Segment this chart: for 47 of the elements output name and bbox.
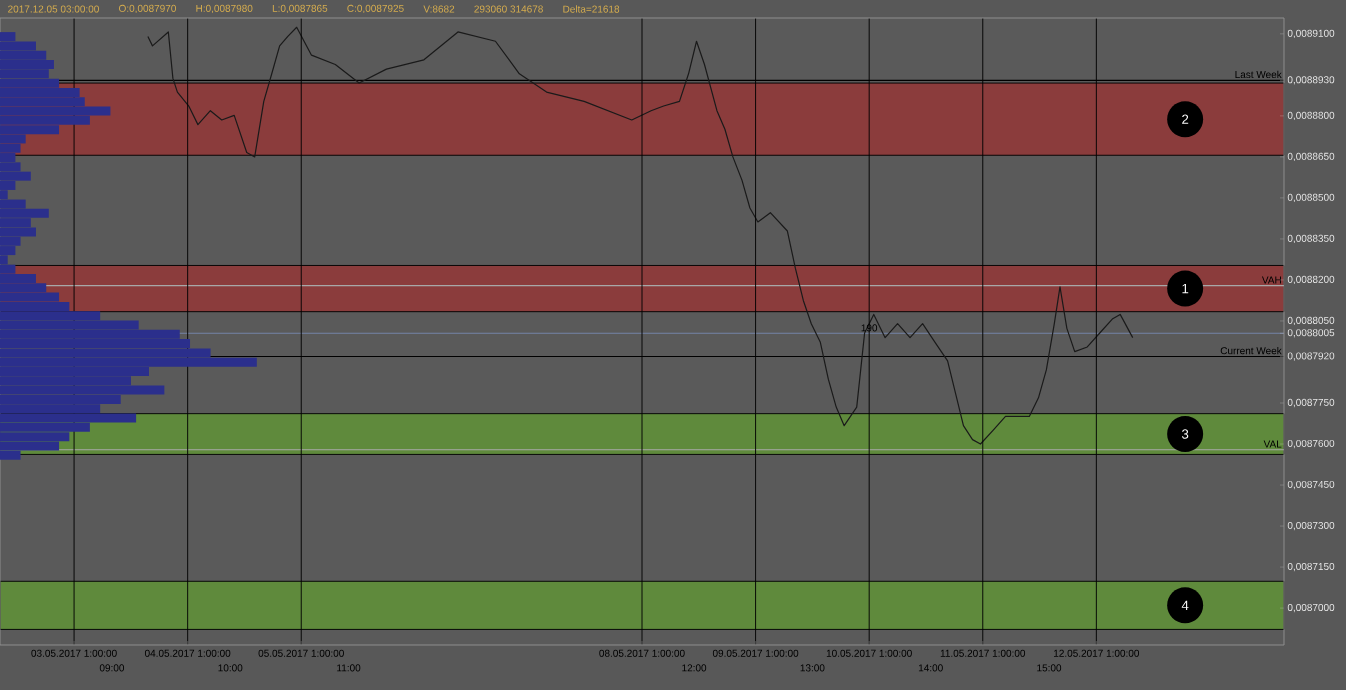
y-tick-label: 0,0088350 (1287, 234, 1335, 244)
x2-tick-label: 14:00 (918, 664, 943, 672)
y-tick-label: 0,0088500 (1287, 193, 1335, 203)
text: L:0,0087865 (272, 4, 328, 14)
text: 293060 314678 (474, 5, 543, 13)
ref-line-label: VAH (1261, 276, 1281, 284)
y-tick-label: 0,0087600 (1287, 439, 1335, 449)
x2-tick-label: 13:00 (800, 664, 825, 672)
text: H:0,0087980 (196, 4, 253, 14)
y-tick-label: 0,0088800 (1287, 111, 1335, 121)
y-tick-label: 0,0088050 (1287, 316, 1335, 326)
x-tick-label: 11.05.2017 1:00:00 (940, 649, 1026, 657)
y-tick-label: 0,0087450 (1287, 480, 1335, 490)
y-tick-label: 0,0088005 (1287, 329, 1335, 338)
text: C:0,0087925 (347, 4, 404, 14)
x2-tick-label: 12:00 (682, 664, 707, 672)
y-tick-label: 0,0088200 (1287, 275, 1335, 285)
y-tick-label: 0,0089100 (1287, 29, 1335, 38)
y-tick-label: 0,0087000 (1287, 603, 1335, 613)
x-tick-label: 04.05.2017 1:00:00 (144, 649, 231, 657)
x-tick-label: 03.05.2017 1:00:00 (31, 649, 117, 657)
band-label: 2 (1182, 114, 1189, 124)
y-tick-label: 0,0088650 (1287, 152, 1335, 162)
x2-tick-label: 15:00 (1037, 664, 1062, 672)
y-tick-label: 0,0087150 (1287, 562, 1335, 572)
ref-line-label: VAL (1263, 440, 1282, 448)
text: O:0,0087970 (119, 4, 176, 14)
x-tick-label: 09.05.2017 1:00:00 (712, 649, 799, 657)
band-label: 1 (1182, 283, 1189, 294)
ref-line-label: Last Week (1235, 70, 1282, 79)
x2-tick-label: 11:00 (337, 664, 361, 672)
x-tick-label: 05.05.2017 1:00:00 (258, 649, 344, 657)
band-label: 3 (1181, 429, 1189, 439)
y-tick-label: 0,0088930 (1287, 76, 1335, 85)
band-label: 4 (1181, 600, 1189, 610)
text: V:8682 (423, 5, 455, 13)
x-tick-label: 10.05.2017 1:00:00 (826, 649, 912, 657)
text: Delta=21618 (563, 5, 620, 13)
ref-line-label: Current Week (1220, 346, 1282, 355)
x-tick-label: 12.05.2017 1:00:00 (1054, 649, 1140, 657)
text: 2017.12.05 03:00:00 (8, 5, 99, 13)
y-tick-label: 0,0087300 (1287, 521, 1335, 531)
x2-tick-label: 10:00 (218, 664, 243, 672)
x-tick-label: 08.05.2017 1:00:00 (599, 649, 685, 657)
y-tick-label: 0,0087920 (1287, 352, 1335, 361)
y-tick-label: 0,0087750 (1287, 398, 1335, 408)
x2-tick-label: 09:00 (99, 664, 125, 672)
